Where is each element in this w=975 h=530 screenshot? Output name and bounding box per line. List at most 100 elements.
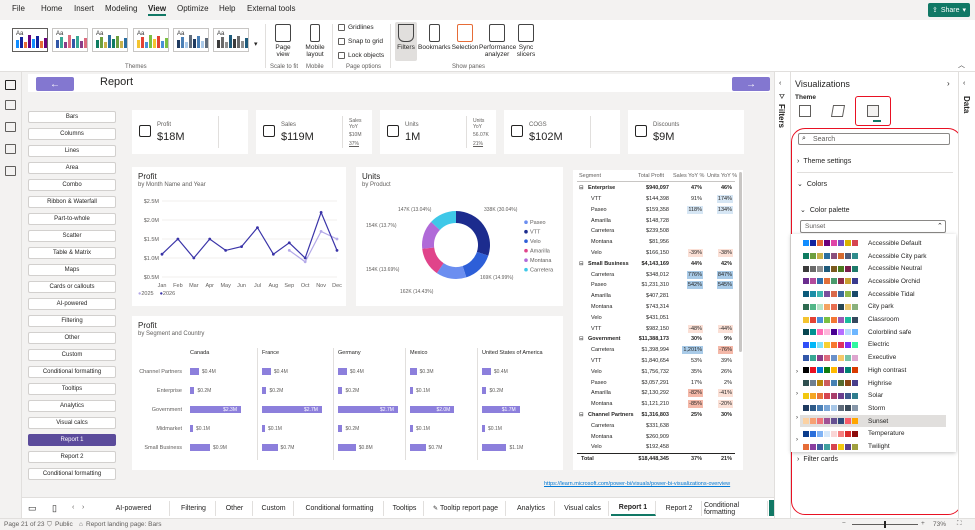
collapse-icon[interactable]: ⊟ — [579, 412, 584, 419]
page-tab[interactable]: Tooltips — [386, 501, 424, 516]
lock-objects-checkbox[interactable]: Lock objects — [338, 52, 384, 59]
palette-option[interactable]: Twilight — [800, 440, 946, 453]
matrix-row[interactable]: Velo $1,756,732 35% 26% — [577, 367, 735, 378]
matrix-column-header[interactable]: Units YoY % — [707, 172, 738, 179]
palette-option[interactable]: Storm — [800, 402, 946, 415]
next-page-button[interactable]: → — [732, 77, 770, 91]
kpi-card[interactable]: Sales $119M Sales YoY $10M 37% — [256, 110, 372, 154]
color-palette-section[interactable]: ⌄ Color palette — [800, 206, 850, 215]
matrix-row[interactable]: Montana $1,121,210 -85% -20% — [577, 399, 735, 410]
theme-thumbnail[interactable]: Aa — [213, 28, 249, 52]
nav-button[interactable]: Area — [28, 162, 116, 174]
format-page-icon[interactable] — [830, 105, 846, 117]
palette-option[interactable]: Electric — [800, 339, 946, 352]
menu-file[interactable]: File — [12, 4, 25, 13]
nav-button[interactable]: Other — [28, 332, 116, 344]
report-view-icon[interactable] — [5, 80, 16, 90]
matrix-group-row[interactable]: ⊟ Small Business $4,143,169 44% 42% — [577, 259, 735, 270]
scroll-left-icon[interactable]: ‹ — [72, 504, 75, 511]
nav-button[interactable]: Cards or callouts — [28, 281, 116, 293]
palette-option[interactable]: Accessible Orchid — [800, 275, 946, 288]
snap-to-grid-checkbox[interactable]: Snap to grid — [338, 38, 383, 45]
units-donut-chart[interactable]: Units by Product 338K (30.04%) 147K (13.0… — [356, 167, 563, 306]
menu-help[interactable]: Help — [219, 4, 236, 13]
palette-option[interactable]: Accessible Tidal — [800, 288, 946, 301]
build-visual-icon[interactable] — [799, 105, 811, 117]
expand-filters-icon[interactable]: ‹ — [779, 80, 782, 87]
matrix-row[interactable]: Carretera $348,012 776% 847% — [577, 269, 735, 280]
search-input[interactable]: ⌕ Search — [798, 133, 950, 145]
segment-matrix[interactable]: Segment Total Profit Sales YoY % Units YoY … — [573, 170, 743, 470]
palette-option[interactable]: Sunset — [800, 414, 946, 428]
matrix-row[interactable]: Amarilla $2,130,292 -82% -41% — [577, 388, 735, 399]
page-tab[interactable]: Filtering — [172, 501, 216, 516]
dax-query-view-icon[interactable] — [5, 144, 16, 154]
nav-button[interactable]: AI-powered — [28, 298, 116, 310]
nav-button[interactable]: Filtering — [28, 315, 116, 327]
page-tab[interactable]: Report 2 — [657, 501, 702, 516]
profit-line-chart[interactable]: Profit by Month Name and Year $2.5M $2.0M… — [132, 167, 346, 306]
matrix-column-header[interactable]: Total Profit — [638, 172, 664, 179]
matrix-row[interactable]: Amarilla $407,281 — [577, 291, 735, 302]
matrix-row[interactable]: Carretera $239,508 — [577, 226, 735, 237]
nav-button[interactable]: Analytics — [28, 400, 116, 412]
visualizations-docs-link[interactable]: https://learn.microsoft.com/power-bi/vis… — [544, 481, 731, 487]
palette-option[interactable]: City park — [800, 301, 946, 314]
matrix-total-row[interactable]: Total $18,448,345 37% 21% — [577, 453, 735, 464]
matrix-group-row[interactable]: ⊟ Enterprise $940,097 47% 46% — [577, 183, 735, 194]
selection-pane-button[interactable]: Selection — [451, 24, 479, 51]
matrix-row[interactable]: VTT $144,398 91% 174% — [577, 194, 735, 205]
previous-page-button[interactable]: ← — [36, 77, 74, 91]
share-button[interactable]: ⇪ Share ▾ — [928, 3, 970, 17]
matrix-row[interactable]: Carretera $331,638 — [577, 421, 735, 432]
page-tab[interactable]: Conditional formatting — [296, 501, 384, 516]
matrix-row[interactable]: Velo $192,458 — [577, 442, 735, 453]
model-view-icon[interactable] — [5, 122, 16, 132]
matrix-scrollbar[interactable] — [739, 172, 742, 352]
zoom-in-icon[interactable]: + — [921, 520, 925, 527]
nav-button[interactable]: Conditional formatting — [28, 366, 116, 378]
chevron-right-icon[interactable]: › — [796, 415, 798, 421]
sync-slicers-button[interactable]: Sync slicers — [515, 24, 537, 58]
page-tab[interactable]: Analytics — [508, 501, 555, 516]
nav-button[interactable]: Scatter — [28, 230, 116, 242]
theme-gallery-expand-icon[interactable]: ▾ — [254, 41, 258, 48]
nav-button[interactable]: Report 1 — [28, 434, 116, 446]
palette-option[interactable]: Executive — [800, 351, 946, 364]
filters-pane-button[interactable]: Filters — [395, 22, 417, 61]
chevron-right-icon[interactable]: › — [796, 437, 798, 443]
matrix-row[interactable]: Velo $431,051 — [577, 313, 735, 324]
nav-button[interactable]: Ribbon & Waterfall — [28, 196, 116, 208]
data-pane-collapsed[interactable]: ‹ Data — [958, 72, 975, 518]
matrix-row[interactable]: VTT $982,150 -48% -44% — [577, 323, 735, 334]
nav-button[interactable]: Tooltips — [28, 383, 116, 395]
matrix-row[interactable]: Montana $81,956 — [577, 237, 735, 248]
palette-option[interactable]: Colorblind safe — [800, 326, 946, 339]
palette-option[interactable]: High contrast — [800, 364, 946, 377]
page-tab[interactable]: Report 1 — [611, 501, 656, 516]
color-palette-dropdown[interactable]: Sunset ⌃ — [800, 220, 946, 233]
theme-thumbnail[interactable]: Aa — [133, 28, 169, 52]
zoom-out-icon[interactable]: − — [842, 520, 846, 527]
page-tab[interactable]: AI-powered — [98, 501, 170, 516]
menu-view[interactable]: View — [148, 4, 167, 16]
palette-option[interactable]: Temperature — [800, 428, 946, 441]
matrix-row[interactable]: Paseo $159,358 118% 134% — [577, 205, 735, 216]
palette-option[interactable]: Accessible Default — [800, 237, 946, 250]
nav-button[interactable]: Maps — [28, 264, 116, 276]
theme-thumbnail[interactable]: Aa — [173, 28, 209, 52]
page-view-button[interactable]: Page view — [270, 24, 296, 58]
palette-option[interactable]: Solar — [800, 389, 946, 402]
chevron-right-icon[interactable]: › — [796, 369, 798, 375]
filter-cards-section[interactable]: › Filter cards — [797, 456, 838, 463]
page-tab[interactable]: Other — [217, 501, 253, 516]
nav-button[interactable]: Report 2 — [28, 451, 116, 463]
page-tab[interactable]: Custom — [254, 501, 294, 516]
palette-option[interactable]: Classroom — [800, 313, 946, 326]
mobile-layout-icon[interactable]: ▯ — [52, 503, 57, 513]
zoom-slider-thumb[interactable] — [884, 521, 886, 528]
fit-to-page-icon[interactable]: ⛶ — [957, 520, 962, 527]
format-report-icon[interactable] — [867, 105, 879, 117]
filters-pane-collapsed[interactable]: ‹ ⛛ Filters — [774, 72, 790, 518]
sensitivity-label[interactable]: Public — [55, 521, 73, 528]
